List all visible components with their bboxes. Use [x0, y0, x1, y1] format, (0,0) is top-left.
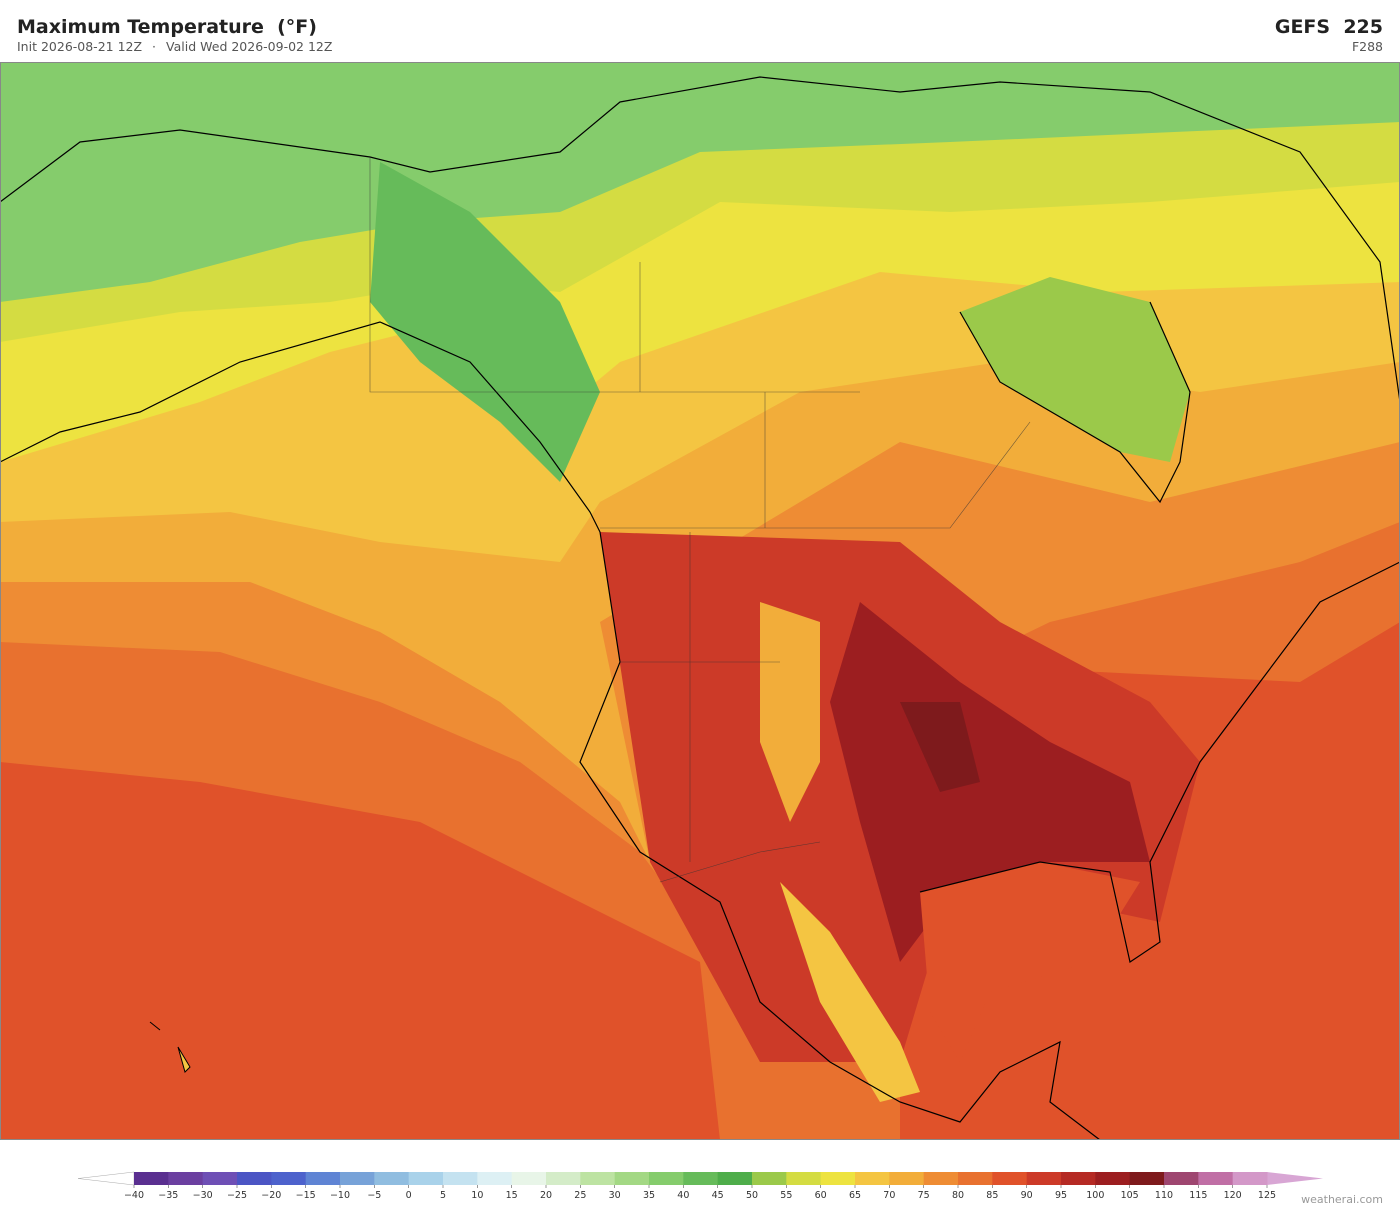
- colorbar-bin: [271, 1172, 307, 1185]
- colorbar-tick-label: −35: [158, 1190, 178, 1201]
- colorbar-tick-label: 105: [1121, 1190, 1139, 1201]
- init-time: Init 2026-08-21 12Z: [17, 39, 143, 54]
- colorbar-bin: [477, 1172, 513, 1185]
- colorbar-bin: [1232, 1172, 1268, 1185]
- colorbar-tick-label: −40: [124, 1190, 144, 1201]
- colorbar-tick-label: 20: [540, 1190, 552, 1201]
- colorbar-bin: [1164, 1172, 1199, 1185]
- colorbar-tick-label: 25: [574, 1190, 586, 1201]
- colorbar-tick-label: 95: [1055, 1190, 1067, 1201]
- run-info: Init 2026-08-21 12Z · Valid Wed 2026-09-02…: [17, 39, 342, 54]
- colorbar-over: [1267, 1172, 1323, 1185]
- colorbar-bin: [511, 1172, 547, 1185]
- colorbar-bin: [374, 1172, 410, 1185]
- colorbar-tick-label: −15: [296, 1190, 316, 1201]
- colorbar-under: [77, 1171, 135, 1186]
- colorbar-bin: [168, 1172, 204, 1185]
- colorbar-bin: [820, 1172, 856, 1185]
- colorbar-tick-label: 110: [1155, 1190, 1173, 1201]
- colorbar-tick-label: 125: [1258, 1190, 1276, 1201]
- colorbar-tick-label: 10: [471, 1190, 483, 1201]
- colorbar-bin: [1129, 1172, 1165, 1185]
- field-sierra-madre: [780, 882, 920, 1102]
- model-name: GEFS 225: [1274, 16, 1383, 38]
- colorbar-tick-label: 65: [849, 1190, 861, 1201]
- brand: weatherai.com: [1301, 1193, 1383, 1206]
- colorbar-tick-label: 75: [918, 1190, 930, 1201]
- map-title: Maximum Temperature (°F): [17, 16, 317, 38]
- colorbar-bin: [1061, 1172, 1096, 1185]
- colorbar-tick-label: −5: [367, 1190, 381, 1201]
- colorbar-tick-label: 100: [1086, 1190, 1104, 1201]
- colorbar-bin: [1198, 1172, 1234, 1185]
- field-35: [0, 62, 1400, 302]
- colorbar-bin: [408, 1172, 444, 1185]
- colorbar-bin: [546, 1172, 581, 1185]
- field-105: [900, 702, 980, 792]
- colorbar-tick-label: 115: [1189, 1190, 1207, 1201]
- colorbar-tick-label: 15: [506, 1190, 518, 1201]
- colorbar-tick-label: 30: [609, 1190, 621, 1201]
- field-100: [830, 602, 1150, 962]
- colorbar-tick-label: −20: [261, 1190, 281, 1201]
- colorbar-bin: [1026, 1172, 1062, 1185]
- colorbar-tick-label: 5: [440, 1190, 446, 1201]
- colorbar: −40 −35 −30 −25 −20 −15 −10 −5 0 5 10 15 20 25 30 35 40 4…: [77, 1171, 1323, 1201]
- separator: ·: [152, 39, 157, 54]
- colorbar-bin: [786, 1172, 822, 1185]
- colorbar-bin: [717, 1172, 753, 1185]
- colorbar-tick-label: 45: [712, 1190, 724, 1201]
- colorbar-bin: [649, 1172, 684, 1185]
- colorbar-tick-label: −10: [330, 1190, 350, 1201]
- colorbar-bin: [1095, 1172, 1131, 1185]
- field-cordillera: [370, 162, 600, 482]
- colorbar-bin: [923, 1172, 959, 1185]
- colorbar-tick-label: 85: [986, 1190, 998, 1201]
- colorbar-bin: [614, 1172, 650, 1185]
- field-hudson: [960, 277, 1190, 462]
- colorbar-tick-label: 40: [677, 1190, 689, 1201]
- forecast-hour: F288: [1351, 39, 1383, 54]
- colorbar-tick-label: 60: [815, 1190, 827, 1201]
- colorbar-tick-label: 0: [406, 1190, 412, 1201]
- colorbar-tick-label: 35: [643, 1190, 655, 1201]
- colorbar-tick-label: 120: [1224, 1190, 1242, 1201]
- borders: [369, 157, 1031, 883]
- colorbar-tick-label: 55: [780, 1190, 792, 1201]
- colorbar-bin: [855, 1172, 890, 1185]
- colorbar-bin: [580, 1172, 616, 1185]
- colorbar-tick-label: 90: [1021, 1190, 1033, 1201]
- map: [0, 62, 1400, 1140]
- colorbar-bin: [305, 1172, 341, 1185]
- field-rockies: [760, 602, 820, 822]
- colorbar-bin: [889, 1172, 925, 1185]
- colorbar-bin: [443, 1172, 478, 1185]
- colorbar-bin: [683, 1172, 719, 1185]
- colorbar-bin: [237, 1172, 272, 1185]
- colorbar-bin: [958, 1172, 993, 1185]
- colorbar-tick-label: 80: [952, 1190, 964, 1201]
- colorbar-bin: [992, 1172, 1028, 1185]
- field-gulf: [920, 862, 1140, 1062]
- colorbar-tick-label: −25: [227, 1190, 247, 1201]
- colorbar-tick-label: 70: [883, 1190, 895, 1201]
- colorbar-tick-label: 50: [746, 1190, 758, 1201]
- coastline: [0, 76, 1400, 1140]
- colorbar-bin: [134, 1172, 169, 1185]
- colorbar-bin: [752, 1172, 787, 1185]
- hawaii: [149, 1021, 191, 1073]
- colorbar-bin: [340, 1172, 375, 1185]
- valid-time: Valid Wed 2026-09-02 12Z: [166, 39, 333, 54]
- colorbar-bin: [202, 1172, 238, 1185]
- colorbar-tick-label: −30: [193, 1190, 213, 1201]
